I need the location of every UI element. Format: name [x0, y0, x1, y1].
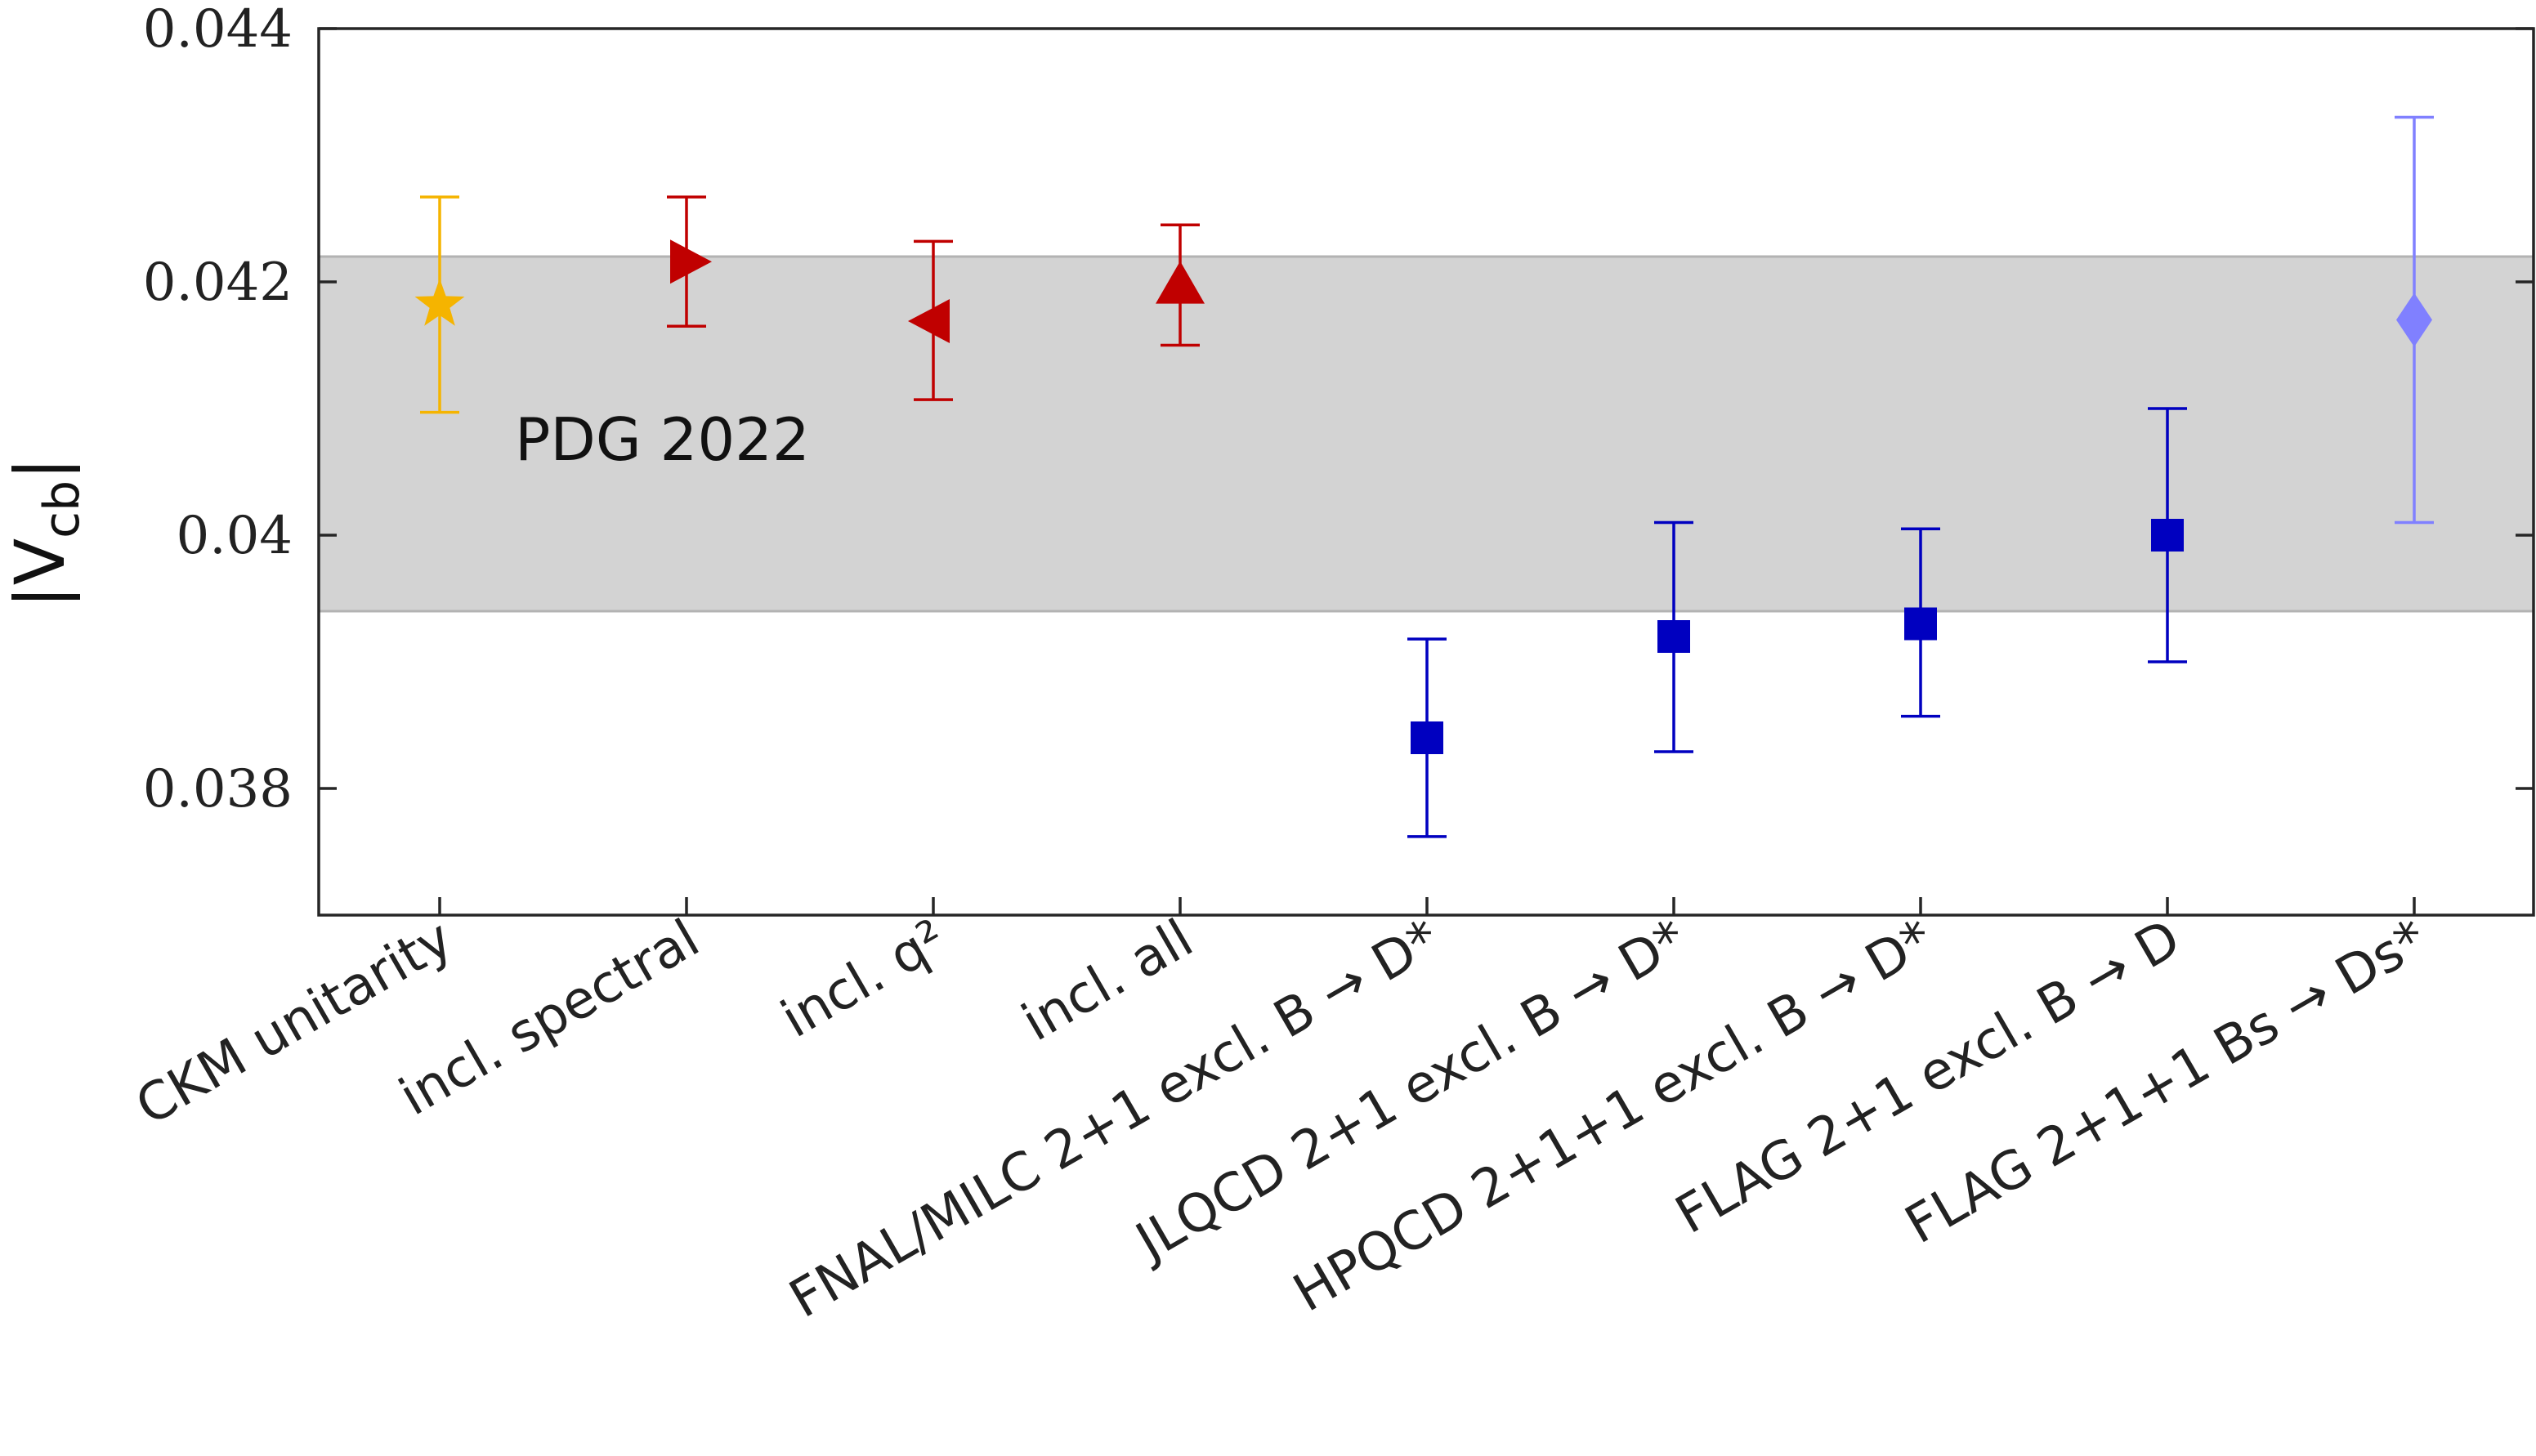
y-tick-label: 0.044	[143, 0, 293, 60]
plot-frame	[317, 27, 2535, 917]
marker-square	[2151, 519, 2184, 552]
marker-triangle-up	[1156, 261, 1205, 304]
marker-square	[1904, 607, 1937, 641]
y-axis-label-subscript: cb	[34, 480, 91, 538]
data-point	[1654, 520, 1693, 753]
y-tick-label: 0.038	[143, 759, 293, 820]
data-point	[667, 195, 712, 328]
y-axis-label: |Vcb|	[0, 457, 91, 608]
marker-triangle-left	[908, 299, 950, 344]
marker-diamond	[2396, 293, 2432, 347]
y-axis-ticks: 0.038 0.04 0.042 0.044	[143, 0, 2534, 915]
marker-square	[1411, 721, 1443, 754]
data-points	[414, 115, 2434, 838]
pdg-band-label: PDG 2022	[515, 405, 810, 474]
data-point	[2148, 407, 2187, 663]
data-point	[1901, 527, 1940, 718]
marker-star	[414, 278, 465, 326]
data-point	[1407, 637, 1447, 838]
data-point	[1156, 223, 1205, 347]
y-tick-label: 0.042	[143, 252, 293, 313]
y-tick-label: 0.04	[177, 506, 293, 566]
data-point	[2395, 115, 2434, 525]
data-point	[414, 195, 465, 414]
y-axis-label-close: |	[0, 457, 80, 480]
marker-square	[1657, 620, 1690, 653]
y-axis-label-main: |V	[0, 538, 80, 609]
marker-triangle-right	[670, 239, 712, 284]
data-point	[908, 239, 953, 401]
